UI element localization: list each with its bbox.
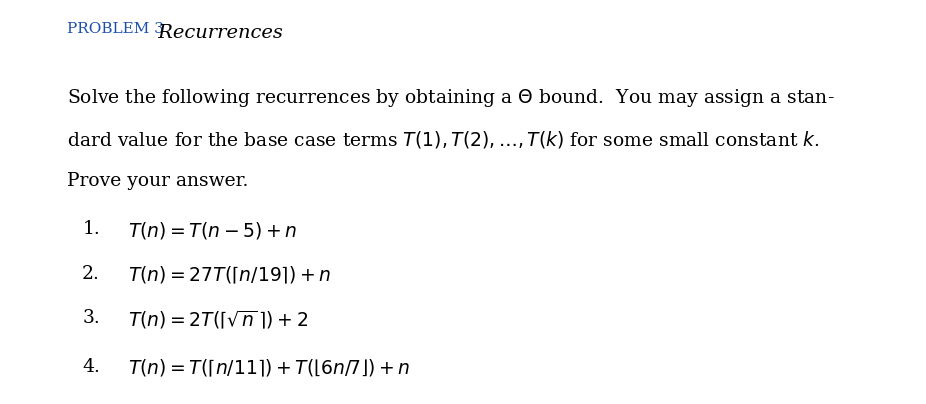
Text: 2.: 2.: [82, 265, 100, 283]
Text: Recurrences: Recurrences: [152, 24, 282, 42]
Text: Prove your answer.: Prove your answer.: [67, 172, 248, 190]
Text: dard value for the base case terms $T(1), T(2), \ldots, T(k)$ for some small con: dard value for the base case terms $T(1)…: [67, 129, 820, 150]
Text: 4.: 4.: [82, 358, 100, 376]
Text: $T(n) = T(\lceil n/11 \rceil) + T(\lfloor 6n/7 \rfloor) + n$: $T(n) = T(\lceil n/11 \rceil) + T(\lfloo…: [128, 358, 410, 379]
Text: 1.: 1.: [82, 220, 100, 238]
Text: $T(n) = 2T(\lceil \sqrt{n}\, \rceil) + 2$: $T(n) = 2T(\lceil \sqrt{n}\, \rceil) + 2…: [128, 309, 308, 331]
Text: $T(n) = T(n-5) + n$: $T(n) = T(n-5) + n$: [128, 220, 297, 241]
Text: $T(n) = 27T(\lceil n/19 \rceil) + n$: $T(n) = 27T(\lceil n/19 \rceil) + n$: [128, 265, 331, 286]
Text: Solve the following recurrences by obtaining a $\Theta$ bound.  You may assign a: Solve the following recurrences by obtai…: [67, 87, 834, 109]
Text: PROBLEM 3: PROBLEM 3: [67, 22, 164, 36]
Text: 3.: 3.: [82, 309, 100, 327]
